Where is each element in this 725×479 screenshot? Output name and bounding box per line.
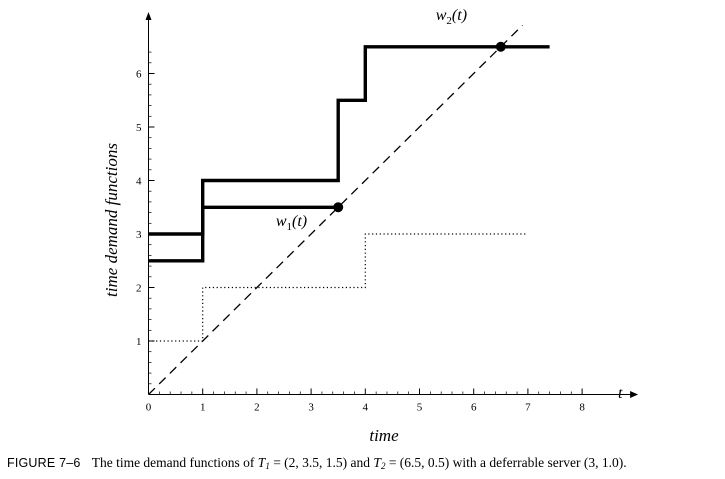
- y-tick-label: 2: [136, 283, 142, 295]
- y-tick-label: 4: [136, 176, 142, 188]
- y-tick-label: 1: [136, 336, 142, 348]
- x-tick-label: 4: [363, 402, 369, 414]
- x-tick-label: 5: [417, 402, 423, 414]
- figure-id: FIGURE 7–6: [7, 456, 81, 470]
- x-tick-label: 7: [525, 402, 531, 414]
- y-tick-label: 5: [136, 122, 142, 134]
- figure-caption: FIGURE 7–6 The time demand functions of …: [7, 455, 722, 471]
- x-tick-label: 3: [308, 402, 314, 414]
- y-tick-label: 6: [136, 69, 142, 81]
- x-tick-label: 2: [254, 402, 260, 414]
- caption-t2-params: = (6.5, 0.5) with a deferrable server (3…: [388, 455, 627, 470]
- x-axis-arrow: [630, 391, 639, 398]
- y-axis-arrow: [145, 12, 152, 20]
- x-tick-label: 6: [471, 402, 477, 414]
- y-tick-label: 3: [136, 229, 142, 241]
- series-line-y-t: [148, 24, 523, 395]
- series-line-server-supply: [148, 233, 528, 342]
- x-tick-label: 8: [579, 402, 585, 414]
- x-axis-title: time: [369, 426, 399, 445]
- series-line-w2-t: [148, 45, 550, 236]
- series-label-w1-t: w1(t): [276, 213, 307, 233]
- y-axis-title: time demand functions: [102, 143, 121, 297]
- caption-t1: T1: [257, 455, 270, 471]
- caption-text: The time demand functions of: [91, 455, 255, 470]
- caption-t2: T2: [373, 455, 386, 471]
- x-tick-label: 0: [146, 402, 152, 414]
- x-axis-end-label: t: [618, 385, 623, 402]
- series-label-w2-t: w2(t): [436, 7, 467, 27]
- x-tick-label: 1: [200, 402, 206, 414]
- caption-t1-params: = (2, 3.5, 1.5) and: [273, 455, 371, 470]
